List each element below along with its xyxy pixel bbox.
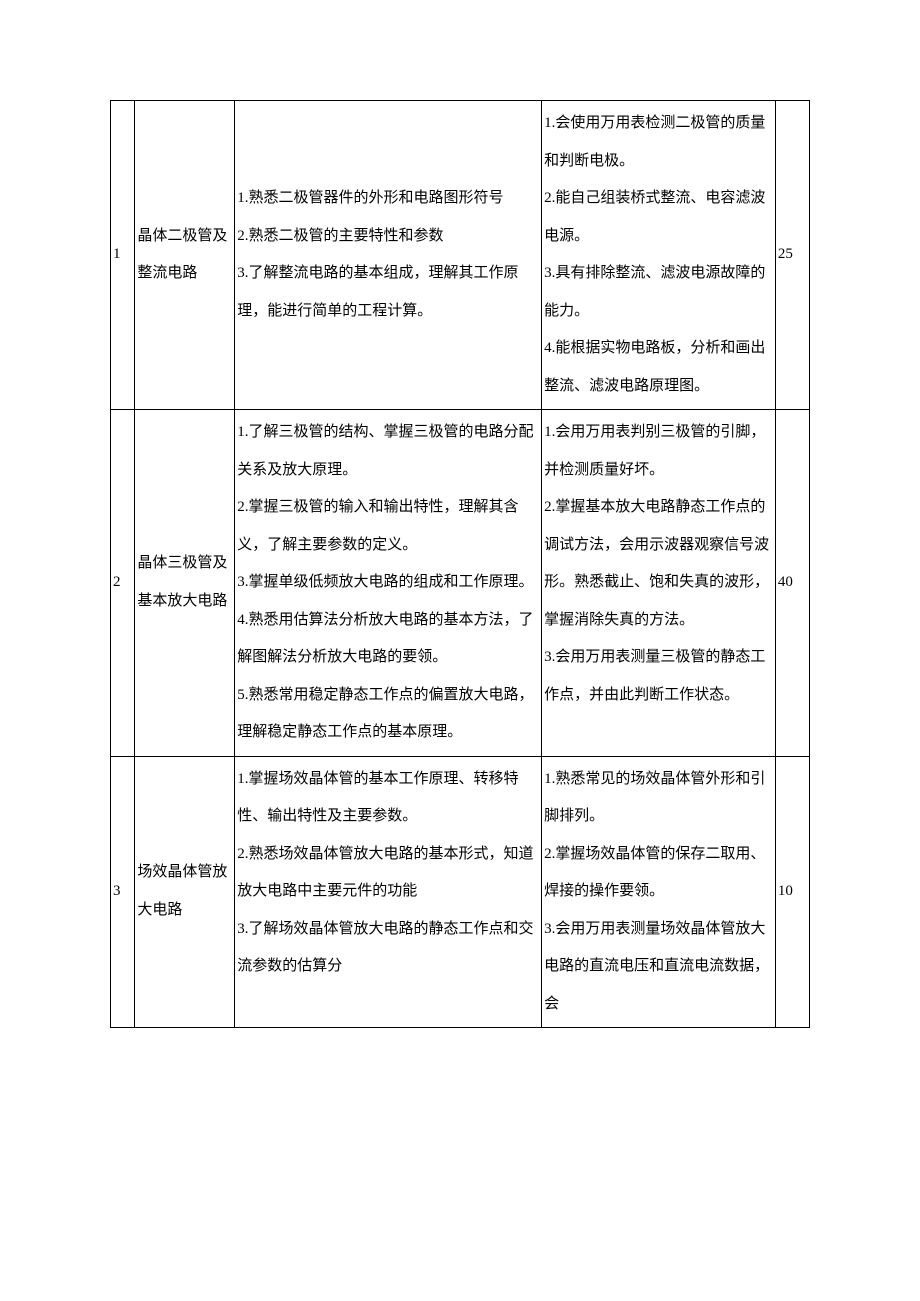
row-number: 3 [111, 756, 135, 1028]
course-hours: 10 [775, 756, 809, 1028]
skill-objectives: 1.会用万用表判别三极管的引脚，并检测质量好坏。2.掌握基本放大电路静态工作点的… [542, 410, 776, 757]
table-row: 2 晶体三极管及基本放大电路 1.了解三极管的结构、掌握三极管的电路分配关系及放… [111, 410, 810, 757]
row-title: 场效晶体管放大电路 [135, 756, 235, 1028]
course-hours: 40 [775, 410, 809, 757]
skill-objectives: 1.熟悉常见的场效晶体管外形和引脚排列。2.掌握场效晶体管的保存二取用、焊接的操… [542, 756, 776, 1028]
course-syllabus-table: 1 晶体二极管及整流电路 1.熟悉二极管器件的外形和电路图形符号2.熟悉二极管的… [110, 100, 810, 1028]
knowledge-objectives: 1.了解三极管的结构、掌握三极管的电路分配关系及放大原理。2.掌握三极管的输入和… [235, 410, 542, 757]
table-row: 1 晶体二极管及整流电路 1.熟悉二极管器件的外形和电路图形符号2.熟悉二极管的… [111, 101, 810, 410]
course-hours: 25 [775, 101, 809, 410]
knowledge-objectives: 1.掌握场效晶体管的基本工作原理、转移特性、输出特性及主要参数。2.熟悉场效晶体… [235, 756, 542, 1028]
row-number: 1 [111, 101, 135, 410]
row-number: 2 [111, 410, 135, 757]
skill-objectives: 1.会使用万用表检测二极管的质量和判断电极。2.能自己组装桥式整流、电容滤波电源… [542, 101, 776, 410]
knowledge-objectives: 1.熟悉二极管器件的外形和电路图形符号2.熟悉二极管的主要特性和参数3.了解整流… [235, 101, 542, 410]
row-title: 晶体三极管及基本放大电路 [135, 410, 235, 757]
row-title: 晶体二极管及整流电路 [135, 101, 235, 410]
table-row: 3 场效晶体管放大电路 1.掌握场效晶体管的基本工作原理、转移特性、输出特性及主… [111, 756, 810, 1028]
